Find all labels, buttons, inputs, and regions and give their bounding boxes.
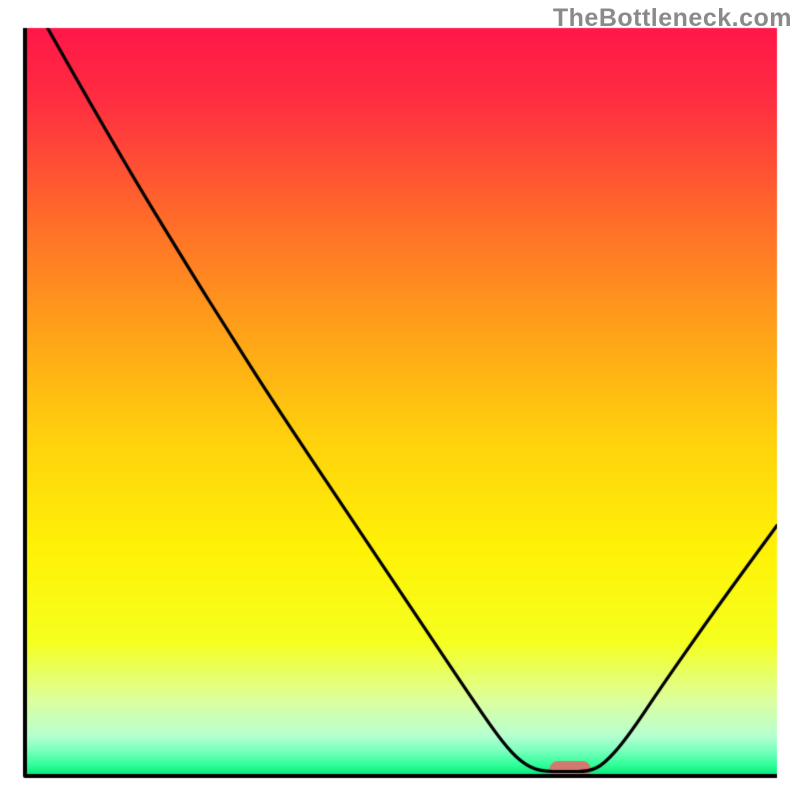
bottleneck-chart	[0, 0, 800, 800]
watermark-text: TheBottleneck.com	[553, 4, 792, 33]
